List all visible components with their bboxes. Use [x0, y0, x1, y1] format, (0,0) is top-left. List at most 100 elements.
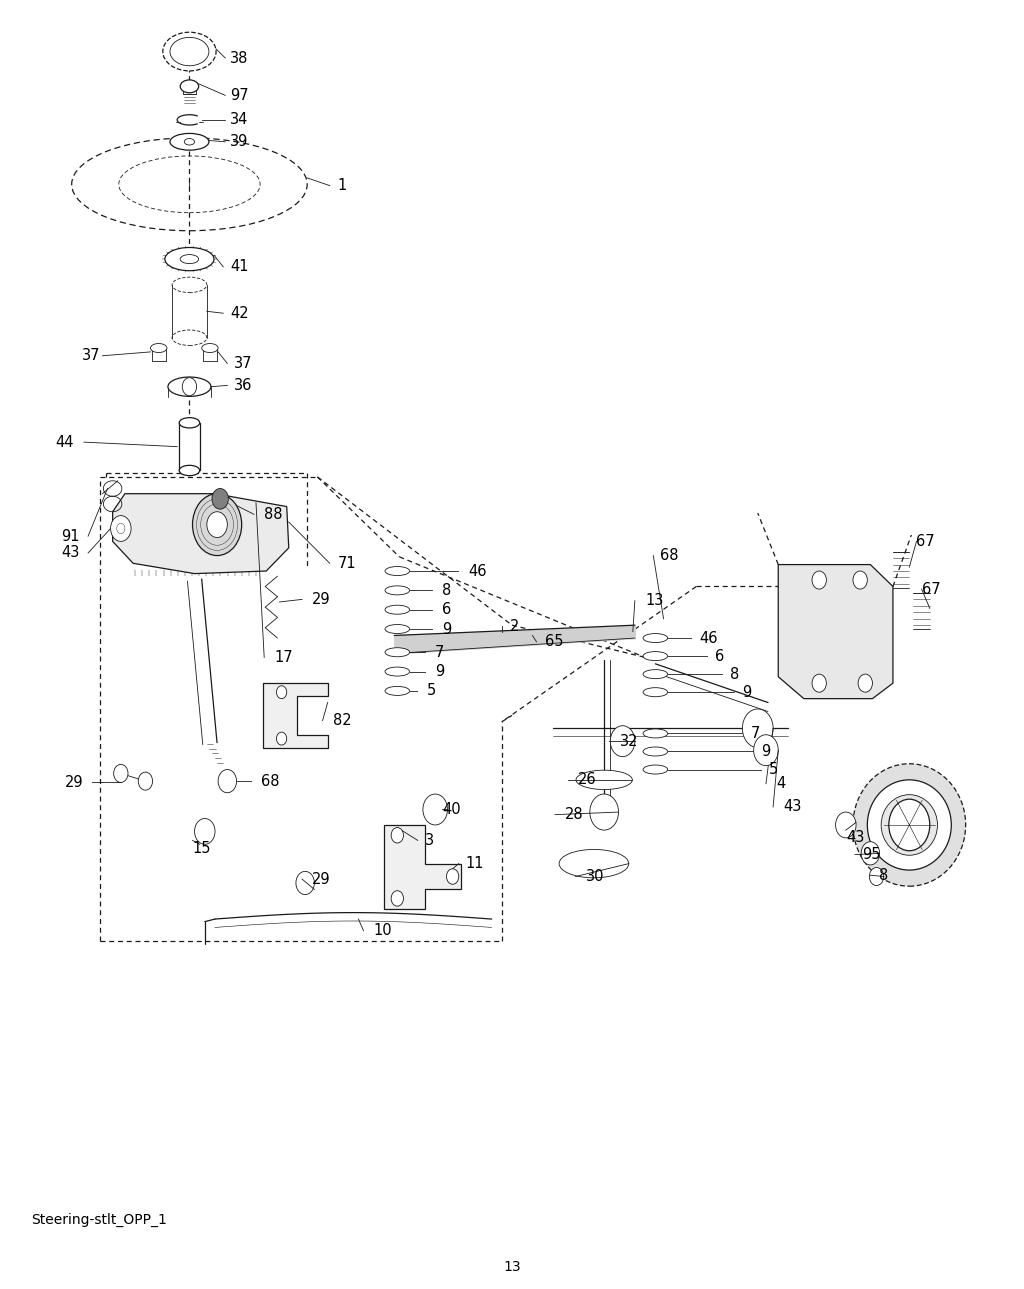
- Text: 41: 41: [230, 259, 249, 275]
- Text: 29: 29: [312, 871, 331, 887]
- Ellipse shape: [179, 418, 200, 428]
- Text: 28: 28: [565, 807, 584, 822]
- Text: 11: 11: [466, 856, 484, 871]
- Text: 7: 7: [751, 726, 760, 741]
- Text: 36: 36: [233, 378, 252, 393]
- Ellipse shape: [180, 254, 199, 264]
- Circle shape: [754, 735, 778, 766]
- Circle shape: [296, 871, 314, 895]
- Ellipse shape: [575, 771, 632, 789]
- Text: 2: 2: [510, 619, 519, 634]
- Ellipse shape: [163, 32, 216, 71]
- Ellipse shape: [643, 652, 668, 660]
- Ellipse shape: [202, 344, 218, 352]
- Text: 68: 68: [261, 773, 280, 789]
- Text: 38: 38: [230, 50, 249, 66]
- Circle shape: [590, 794, 618, 830]
- Circle shape: [869, 867, 884, 886]
- Circle shape: [836, 812, 856, 838]
- Ellipse shape: [643, 634, 668, 642]
- Text: 44: 44: [55, 434, 74, 450]
- Text: 10: 10: [374, 923, 392, 938]
- Polygon shape: [778, 565, 893, 699]
- Text: 37: 37: [233, 356, 252, 371]
- Text: 30: 30: [586, 869, 604, 884]
- Text: 17: 17: [274, 650, 293, 665]
- Circle shape: [391, 891, 403, 906]
- Circle shape: [742, 709, 773, 748]
- Ellipse shape: [643, 748, 668, 755]
- Ellipse shape: [385, 606, 410, 614]
- Circle shape: [138, 772, 153, 790]
- Text: 43: 43: [61, 545, 80, 561]
- Circle shape: [446, 869, 459, 884]
- Ellipse shape: [184, 138, 195, 146]
- Text: 82: 82: [333, 713, 351, 728]
- Ellipse shape: [180, 80, 199, 93]
- Text: 68: 68: [660, 548, 679, 563]
- Ellipse shape: [385, 648, 410, 657]
- Text: 13: 13: [503, 1259, 521, 1274]
- Text: 95: 95: [862, 847, 881, 862]
- Text: 40: 40: [442, 802, 461, 817]
- Circle shape: [182, 378, 197, 396]
- Text: 88: 88: [264, 507, 283, 522]
- Ellipse shape: [179, 465, 200, 476]
- Text: 9: 9: [435, 664, 444, 679]
- Text: 43: 43: [846, 830, 864, 846]
- Text: 91: 91: [61, 528, 80, 544]
- Ellipse shape: [643, 670, 668, 678]
- Text: 15: 15: [193, 840, 211, 856]
- Text: 5: 5: [769, 762, 778, 777]
- Text: 46: 46: [468, 563, 486, 579]
- Text: 37: 37: [82, 348, 100, 363]
- Text: 65: 65: [545, 634, 563, 650]
- Text: 5: 5: [427, 683, 436, 699]
- Circle shape: [861, 842, 880, 865]
- Circle shape: [889, 799, 930, 851]
- Ellipse shape: [172, 277, 207, 293]
- Text: 43: 43: [783, 799, 802, 815]
- Text: 9: 9: [442, 621, 452, 637]
- Text: 9: 9: [761, 744, 770, 759]
- Text: 71: 71: [338, 556, 356, 571]
- Text: 4: 4: [776, 776, 785, 791]
- Text: 8: 8: [730, 666, 739, 682]
- Ellipse shape: [151, 344, 167, 352]
- Ellipse shape: [170, 133, 209, 151]
- Ellipse shape: [853, 763, 966, 887]
- Circle shape: [858, 674, 872, 692]
- Circle shape: [195, 819, 215, 844]
- Text: 46: 46: [699, 630, 718, 646]
- Text: 97: 97: [230, 88, 249, 103]
- Text: 6: 6: [442, 602, 452, 617]
- Circle shape: [853, 571, 867, 589]
- Text: 8: 8: [442, 583, 452, 598]
- Ellipse shape: [385, 686, 410, 696]
- Text: 29: 29: [66, 775, 84, 790]
- Ellipse shape: [385, 668, 410, 675]
- Ellipse shape: [643, 688, 668, 696]
- Text: 67: 67: [922, 581, 940, 597]
- Polygon shape: [263, 683, 328, 748]
- Circle shape: [117, 523, 125, 534]
- Circle shape: [812, 674, 826, 692]
- Ellipse shape: [643, 730, 668, 737]
- Ellipse shape: [172, 330, 207, 345]
- Text: 3: 3: [425, 833, 434, 848]
- Circle shape: [276, 732, 287, 745]
- Ellipse shape: [559, 849, 629, 878]
- Text: 32: 32: [620, 733, 638, 749]
- Ellipse shape: [170, 37, 209, 66]
- Circle shape: [193, 494, 242, 556]
- Circle shape: [610, 726, 635, 757]
- Text: 34: 34: [230, 112, 249, 128]
- Circle shape: [391, 828, 403, 843]
- Text: 8: 8: [879, 867, 888, 883]
- Ellipse shape: [385, 625, 410, 634]
- Circle shape: [276, 686, 287, 699]
- Ellipse shape: [867, 780, 951, 870]
- Text: 29: 29: [312, 592, 331, 607]
- Circle shape: [207, 512, 227, 538]
- Text: Steering-stlt_OPP_1: Steering-stlt_OPP_1: [31, 1213, 167, 1227]
